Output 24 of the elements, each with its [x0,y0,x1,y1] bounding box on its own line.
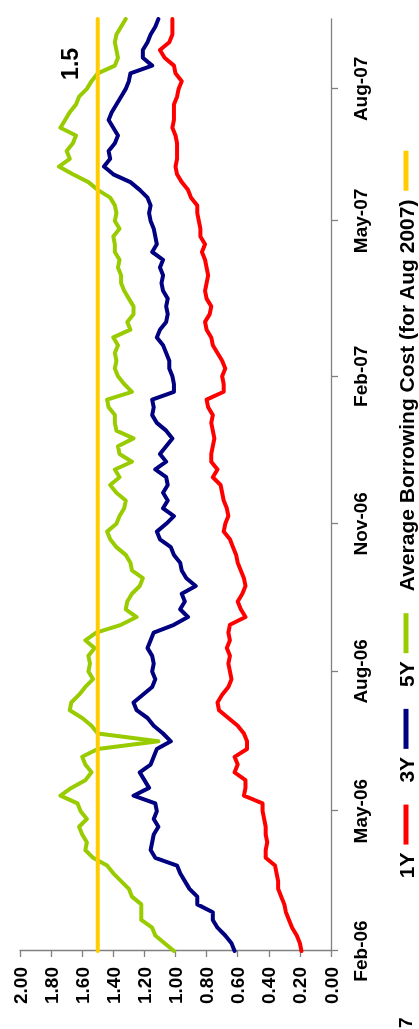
legend-label: 3Y [394,756,418,783]
y-tick-label: Aug-06 [350,639,371,704]
x-tick-label: 1.00 [165,967,186,1004]
legend-label: 1Y [394,852,418,879]
annotation: 1.5 [57,47,84,80]
y-tick-label: May-06 [350,778,371,844]
y-tick-label: Feb-07 [350,345,371,407]
legend-label: Average Borrowing Cost (for Aug 2007) [394,199,418,592]
x-tick-label: 0.20 [289,967,311,1004]
x-tick-label: 1.60 [71,967,93,1004]
legend-label: 5Y [394,661,418,687]
x-tick-label: 0.00 [320,967,342,1004]
x-tick-label: 0.40 [258,967,280,1004]
x-tick-label: 1.80 [40,967,62,1004]
x-tick-label: 2.00 [9,967,31,1004]
y-tick-label: May-07 [350,188,371,254]
y-tick-label: Aug-07 [350,56,371,122]
y-tick-label: Feb-06 [350,920,371,982]
x-tick-label: 1.40 [102,967,124,1004]
text: 7 [395,1017,416,1028]
x-tick-label: 0.60 [227,967,249,1004]
x-tick-label: 1.20 [133,967,155,1004]
y-tick-label: Nov-06 [350,492,371,556]
x-tick-label: 0.80 [196,967,218,1004]
